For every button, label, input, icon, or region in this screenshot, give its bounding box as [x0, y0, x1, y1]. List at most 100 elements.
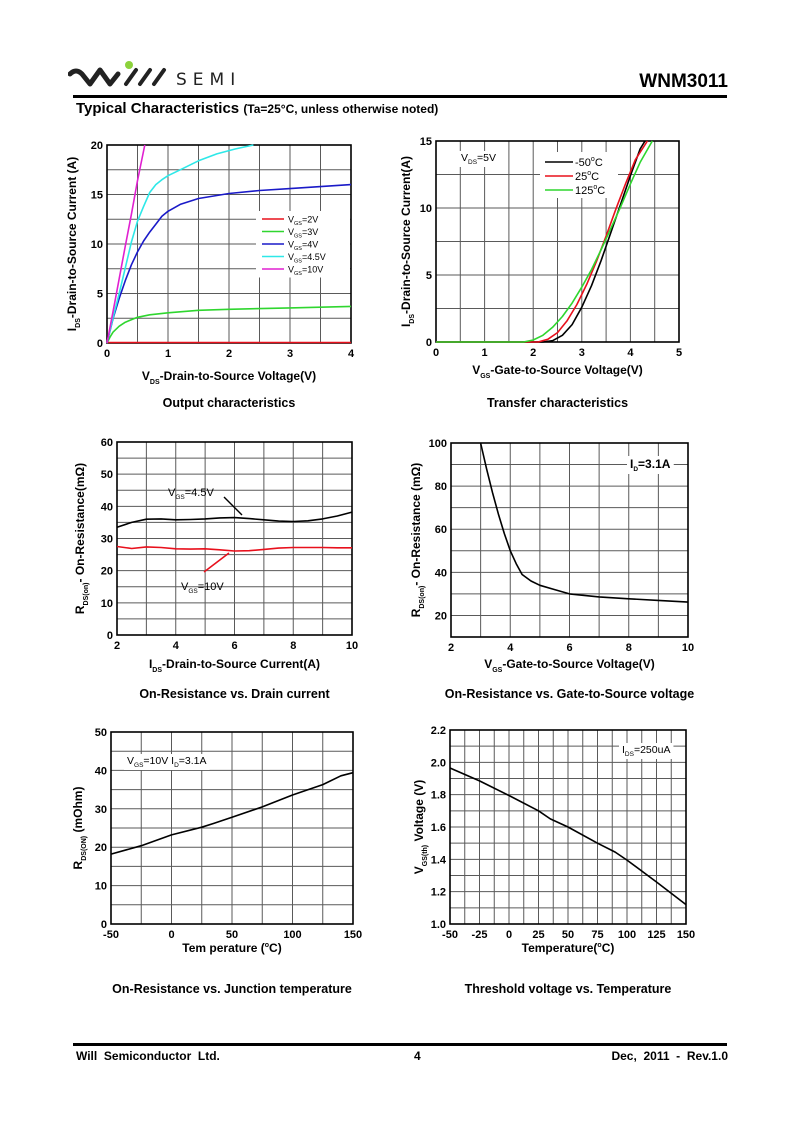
- y-tick-label: 1.2: [431, 887, 446, 899]
- x-axis-label: VGS-Gate-to-Source Voltage(V): [472, 363, 643, 380]
- annotation-background: [627, 456, 674, 474]
- series-callout-label: VGS=10V: [181, 581, 224, 595]
- series-line: [106, 144, 254, 344]
- y-axis-label: IDS-Drain-to-Source Current (A): [65, 157, 82, 331]
- y-tick-label: 1.8: [431, 790, 446, 802]
- footer-company: Will Semiconductor Ltd.: [76, 1049, 220, 1063]
- footer-page-number: 4: [414, 1049, 421, 1063]
- chart-transfer: 0 1 2 3 4 5 0 5 10 15 VGS-Gate-to-Source Voltage(V…: [399, 136, 682, 410]
- y-tick-label: 60: [101, 437, 113, 449]
- series-line: [106, 183, 352, 344]
- section-title-text: Typical Characteristics: [76, 100, 240, 117]
- y-axis-label: RDS(on)- On-Resistance (mΩ): [409, 463, 426, 618]
- brand-text: SEMI: [176, 70, 242, 90]
- chart-rds_vs_id: 2 4 6 8 10 0 10 20 30 40 50 60 IDS-Drain-to-Source C…: [73, 437, 358, 701]
- section-condition: (Ta=25°C, unless otherwise noted): [243, 102, 439, 116]
- footer-rule: [73, 1043, 727, 1046]
- x-tick-label: 1: [482, 347, 488, 359]
- plot-frame: [116, 441, 353, 636]
- y-tick-label: 2.2: [431, 725, 446, 737]
- plot-frame: [449, 729, 687, 925]
- x-tick-label: 3: [579, 347, 585, 359]
- legend-label: VGS=2V: [288, 215, 318, 228]
- series-line: [116, 545, 352, 552]
- x-tick-label: 4: [507, 642, 514, 654]
- y-tick-label: 20: [95, 842, 107, 854]
- y-tick-label: 100: [429, 438, 447, 450]
- y-tick-label: 40: [435, 567, 447, 579]
- chart-rds_vs_vgs: 2 4 6 8 10 20 40 60 80 100 VGS-Gate-to-Source Volt…: [409, 438, 694, 701]
- legend-label: VGS=10V: [288, 265, 323, 278]
- x-tick-label: 8: [290, 640, 296, 652]
- y-tick-label: 60: [435, 524, 447, 536]
- y-tick-label: 15: [420, 136, 432, 148]
- chart-title: Output characteristics: [163, 396, 296, 410]
- y-tick-label: 40: [101, 501, 113, 513]
- chart-annotation: VGS=10V ID=3.1A: [127, 755, 207, 769]
- chart-title: Transfer characteristics: [487, 396, 628, 410]
- chart-title: Threshold voltage vs. Temperature: [465, 982, 672, 996]
- y-tick-label: 10: [420, 203, 432, 215]
- legend-label: 125oC: [575, 184, 605, 197]
- y-tick-label: 50: [101, 469, 113, 481]
- y-tick-label: 0: [426, 337, 432, 349]
- x-tick-label: 100: [618, 929, 636, 941]
- x-tick-label: 3: [287, 348, 293, 360]
- y-tick-label: 1.0: [431, 919, 446, 931]
- x-tick-label: 25: [532, 929, 544, 941]
- x-tick-label: 2: [226, 348, 232, 360]
- x-tick-label: -25: [472, 929, 488, 941]
- y-axis-label: IDS-Drain-to-Source Current(A): [399, 156, 416, 327]
- y-tick-label: 80: [435, 481, 447, 493]
- series-line: [436, 140, 649, 343]
- y-tick-label: 20: [91, 140, 103, 152]
- y-axis-label: VGS(th) Voltage (V): [412, 780, 429, 875]
- series-callout-label: VGS=4.5V: [168, 487, 214, 501]
- plot-frame: [110, 731, 354, 925]
- x-tick-label: 6: [566, 642, 572, 654]
- y-tick-label: 1.4: [431, 854, 447, 866]
- y-tick-label: 40: [95, 765, 107, 777]
- x-tick-label: 8: [626, 642, 632, 654]
- y-tick-label: 0: [101, 919, 107, 931]
- y-tick-label: 5: [97, 289, 103, 301]
- y-tick-label: 5: [426, 270, 432, 282]
- x-tick-label: 125: [647, 929, 665, 941]
- x-tick-label: 0: [104, 348, 110, 360]
- chart-annotation: VDS=5V: [461, 152, 496, 166]
- x-tick-label: 150: [344, 929, 362, 941]
- part-number: WNM3011: [639, 71, 728, 92]
- x-tick-label: 2: [448, 642, 454, 654]
- x-tick-label: 6: [231, 640, 237, 652]
- series-line: [436, 140, 653, 343]
- x-axis-label: VDS-Drain-to-Source Voltage(V): [142, 369, 316, 386]
- y-tick-label: 10: [91, 239, 103, 251]
- plot-frame: [435, 140, 680, 343]
- chart-title: On-Resistance vs. Junction temperature: [112, 982, 352, 996]
- x-axis-label: Temperature(oC): [522, 941, 615, 955]
- x-tick-label: 150: [677, 929, 695, 941]
- footer-revision: Dec, 2011 - Rev.1.0: [611, 1049, 728, 1063]
- plot-frame: [450, 442, 689, 638]
- x-axis-label: IDS-Drain-to-Source Current(A): [149, 657, 320, 674]
- x-tick-label: 75: [591, 929, 603, 941]
- y-tick-label: 50: [95, 727, 107, 739]
- legend-label: VGS=3V: [288, 227, 318, 240]
- x-tick-label: 1: [165, 348, 171, 360]
- legend-label: VGS=4V: [288, 240, 318, 253]
- x-axis-label: Tem perature (oC): [182, 941, 281, 955]
- legend-label: VGS=4.5V: [288, 252, 326, 265]
- y-tick-label: 20: [435, 610, 447, 622]
- y-tick-label: 2.0: [431, 757, 446, 769]
- series-line: [479, 442, 689, 603]
- y-tick-label: 30: [101, 534, 113, 546]
- chart-annotation: ID=3.1A: [630, 457, 671, 473]
- x-tick-label: 4: [627, 347, 634, 359]
- x-tick-label: 50: [226, 929, 238, 941]
- y-tick-label: 0: [107, 630, 113, 642]
- x-tick-label: 100: [283, 929, 301, 941]
- header-rule: [73, 95, 727, 98]
- chart-title: On-Resistance vs. Gate-to-Source voltage: [445, 687, 694, 701]
- x-tick-label: 4: [173, 640, 180, 652]
